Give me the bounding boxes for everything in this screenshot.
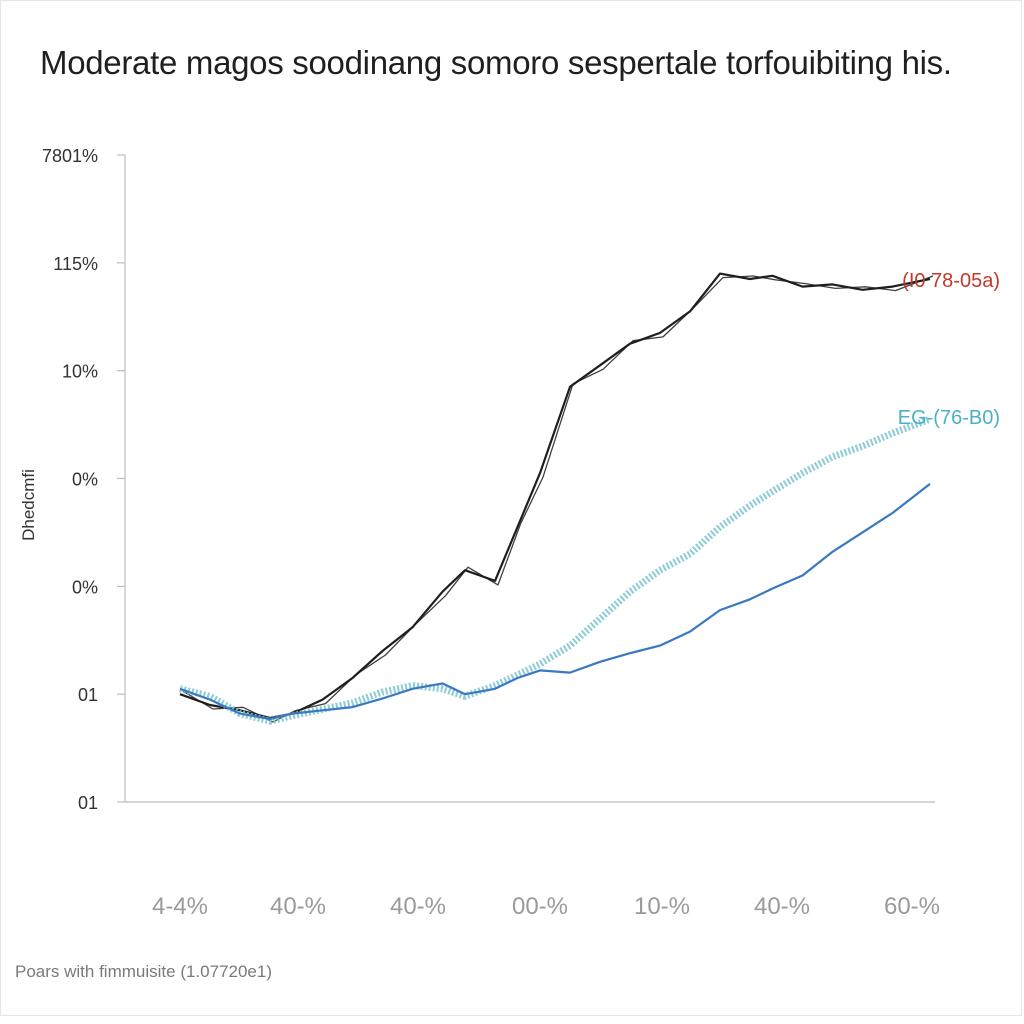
x-tick-label: 00-% xyxy=(512,893,568,920)
series-labels: (I0 78-05a) EG-(76-B0) xyxy=(898,270,1000,429)
y-tick-label: 115% xyxy=(53,254,98,274)
y-axis-ticks: 01 01 0% 0% 10% 115% 7801% xyxy=(42,146,125,813)
chart-title: Moderate magos soodinang somoro sesperta… xyxy=(40,44,952,81)
y-axis-label: Dhedcmfi xyxy=(19,469,38,541)
series-label-0: (I0 78-05a) xyxy=(902,270,1000,292)
chart-series xyxy=(179,272,934,725)
series-line-2 xyxy=(179,483,931,721)
chart-axes xyxy=(124,155,935,803)
x-tick-label: 40-% xyxy=(754,893,810,920)
y-tick-label: 7801% xyxy=(42,146,98,166)
x-tick-label: 40-% xyxy=(390,893,446,920)
x-tick-label: 10-% xyxy=(634,893,690,920)
chart-footnote: Poars with fimmuisite (1.07720e1) xyxy=(15,962,273,981)
y-tick-label: 10% xyxy=(62,362,98,382)
y-tick-label: 0% xyxy=(72,470,98,490)
x-tick-label: 40-% xyxy=(270,893,326,920)
x-axis-ticks: 4-4% 40-% 40-% 00-% 10-% 40-% 60-% xyxy=(152,893,940,920)
y-tick-label: 0% xyxy=(72,577,98,597)
y-tick-label: 01 xyxy=(78,685,98,705)
series-line-1 xyxy=(179,415,932,725)
y-tick-label: 01 xyxy=(78,793,98,813)
series-line-0 xyxy=(179,272,931,719)
series-label-1: EG-(76-B0) xyxy=(898,407,1000,429)
x-tick-label: 4-4% xyxy=(152,893,208,920)
series-line-0-shadow xyxy=(182,275,934,723)
x-tick-label: 60-% xyxy=(884,893,940,920)
